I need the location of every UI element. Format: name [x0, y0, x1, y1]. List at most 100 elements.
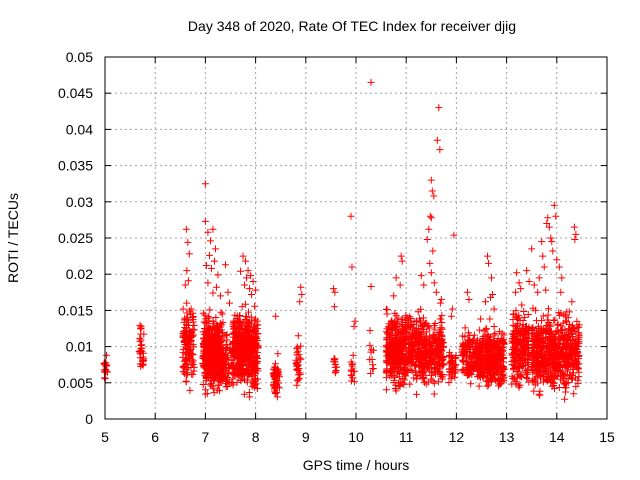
data-point	[214, 271, 222, 279]
data-point	[294, 347, 302, 355]
data-point	[383, 367, 391, 375]
data-point	[224, 360, 232, 368]
data-point	[398, 257, 406, 265]
data-point	[390, 292, 398, 300]
data-point	[242, 300, 250, 308]
data-point	[224, 288, 232, 296]
data-point	[465, 296, 473, 304]
data-point	[274, 350, 282, 358]
data-point	[395, 346, 403, 354]
data-point	[549, 247, 557, 255]
data-point	[222, 332, 230, 340]
data-point	[187, 305, 195, 313]
data-point	[212, 283, 220, 291]
data-point	[555, 263, 563, 271]
data-point	[406, 380, 414, 388]
data-point	[204, 313, 212, 321]
data-point	[235, 330, 243, 338]
data-point	[136, 337, 144, 345]
data-point	[330, 303, 338, 311]
data-point	[233, 315, 241, 323]
data-point	[523, 267, 531, 275]
data-point	[205, 323, 213, 331]
data-point	[412, 390, 420, 398]
data-point	[180, 337, 188, 345]
data-point	[243, 327, 251, 335]
data-point	[470, 331, 478, 339]
data-point	[369, 364, 377, 372]
data-point	[517, 285, 525, 293]
data-point	[230, 322, 238, 330]
data-point	[561, 395, 569, 403]
data-point	[241, 354, 249, 362]
data-point	[467, 380, 475, 388]
data-point	[222, 364, 230, 372]
data-point	[234, 331, 242, 339]
x-tick-label: 6	[151, 429, 159, 445]
data-point	[233, 344, 241, 352]
data-point	[528, 245, 536, 253]
y-tick-label: 0	[85, 411, 93, 427]
data-point	[200, 338, 208, 346]
data-point	[207, 380, 215, 388]
data-point	[293, 381, 301, 389]
data-point	[292, 360, 300, 368]
data-point	[209, 363, 217, 371]
data-point	[447, 312, 455, 320]
data-point	[558, 274, 566, 282]
data-point	[348, 372, 356, 380]
data-point	[515, 279, 523, 287]
data-point	[536, 387, 544, 395]
data-point	[251, 383, 259, 391]
data-point	[189, 309, 197, 317]
data-point	[209, 289, 217, 297]
data-point	[212, 314, 220, 322]
data-point	[369, 361, 377, 369]
data-point	[230, 345, 238, 353]
data-point	[200, 318, 208, 326]
x-tick-label: 8	[252, 429, 260, 445]
y-tick-label: 0.035	[58, 158, 93, 174]
data-point	[348, 263, 356, 271]
data-point	[240, 348, 248, 356]
data-point	[390, 363, 398, 371]
data-point	[221, 374, 229, 382]
y-tick-label: 0.025	[58, 230, 93, 246]
data-point	[382, 305, 390, 313]
data-point	[206, 306, 214, 314]
data-point	[215, 377, 223, 385]
data-point	[435, 104, 443, 112]
data-point	[231, 328, 239, 336]
data-point	[417, 272, 425, 280]
data-point	[207, 346, 215, 354]
data-point	[458, 367, 466, 375]
data-point	[389, 332, 397, 340]
data-point	[366, 356, 374, 364]
data-point	[412, 371, 420, 379]
data-point	[206, 370, 214, 378]
data-point	[295, 365, 303, 373]
data-point	[204, 333, 212, 341]
data-point	[221, 261, 229, 269]
data-point	[183, 368, 191, 376]
data-point	[392, 385, 400, 393]
data-point	[392, 274, 400, 282]
data-point	[239, 319, 247, 327]
data-point	[236, 320, 244, 328]
data-point	[272, 378, 280, 386]
data-point	[485, 259, 493, 267]
data-point	[475, 382, 483, 390]
data-point	[393, 369, 401, 377]
data-point	[329, 285, 337, 293]
data-point	[272, 312, 280, 320]
data-point	[383, 310, 391, 318]
data-point	[188, 358, 196, 366]
data-point	[391, 341, 399, 349]
data-point	[189, 318, 197, 326]
data-point	[203, 329, 211, 337]
data-point	[206, 237, 214, 245]
data-point	[252, 315, 260, 323]
data-point	[252, 353, 260, 361]
data-point	[233, 378, 241, 386]
data-point	[202, 319, 210, 327]
